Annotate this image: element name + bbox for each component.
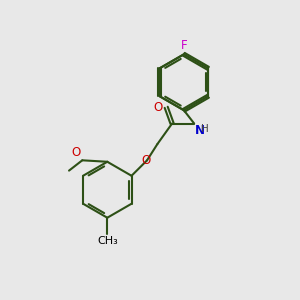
Text: O: O	[141, 154, 150, 167]
Text: F: F	[181, 39, 187, 52]
Text: CH₃: CH₃	[97, 236, 118, 246]
Text: H: H	[201, 124, 208, 134]
Text: O: O	[153, 101, 163, 114]
Text: O: O	[72, 146, 81, 159]
Text: N: N	[195, 124, 205, 137]
